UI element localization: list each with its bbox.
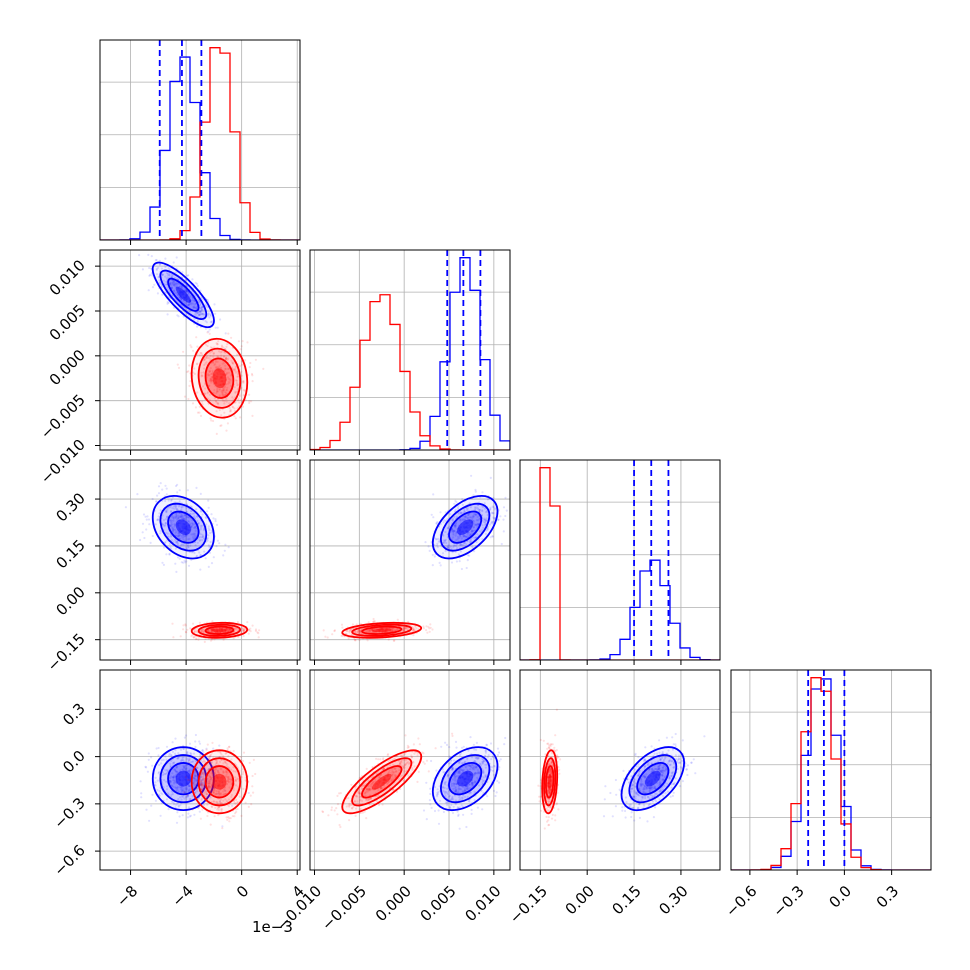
y-tick-label: 0.000 <box>46 346 89 389</box>
x-tick-label: 0.30 <box>655 882 691 918</box>
contour-1 <box>212 773 227 790</box>
y-tick-label: 0.0 <box>59 747 89 777</box>
contour-0 <box>175 519 191 536</box>
x-tick-label: 0.3 <box>873 882 903 912</box>
x-tick-label: −0.005 <box>318 882 370 934</box>
contour-0 <box>175 286 191 303</box>
panel-2-2 <box>519 459 721 665</box>
panel-1-1 <box>309 249 511 455</box>
axes-frame <box>309 669 511 871</box>
axes-frame <box>99 459 301 661</box>
y-tick-label: −0.6 <box>50 841 88 879</box>
panel-2-1 <box>309 459 511 665</box>
panel-3-2: −0.15 0.00 0.15 0.30 <box>506 669 721 927</box>
panel-0-0 <box>99 39 301 245</box>
x-tick-label: 0.00 <box>562 882 598 918</box>
panel-3-3: −0.6 −0.3 0.0 0.3 <box>722 669 932 921</box>
contour-1 <box>547 773 552 790</box>
y-tick-label: 0.010 <box>46 256 89 299</box>
contour-0 <box>457 519 474 535</box>
axes-frame <box>309 459 511 661</box>
y-tick-label: −0.3 <box>50 794 88 832</box>
x-tick-label: −0.15 <box>506 882 551 927</box>
axes-frame <box>99 39 301 241</box>
y-tick-label: 0.30 <box>52 489 88 525</box>
scatter-points-0 <box>124 482 230 574</box>
contour-0 <box>645 770 661 787</box>
histogram-1-dim-0 <box>100 47 300 240</box>
x-tick-label: 0.010 <box>462 882 505 925</box>
x-tick-label: 0.005 <box>417 882 460 925</box>
y-tick-label: −0.005 <box>37 391 89 443</box>
x-tick-label: −4 <box>168 882 196 910</box>
axes-frame <box>519 459 721 661</box>
contour-1 <box>212 628 227 633</box>
panel-3-1: −0.010−0.005 0.000 0.005 0.010 <box>273 669 511 934</box>
x-tick-label: 0.0 <box>826 882 856 912</box>
histogram-1-dim-2 <box>520 467 720 660</box>
histogram-0-dim-2 <box>520 559 720 660</box>
x-tick-label: 0.000 <box>372 882 415 925</box>
x-offset-label: 1e−3 <box>252 918 293 936</box>
contour-1 <box>371 773 392 790</box>
x-tick-label: 0.15 <box>608 882 644 918</box>
x-tick-label: −8 <box>113 882 141 910</box>
contour-0 <box>175 770 191 787</box>
y-tick-label: −0.15 <box>44 630 89 675</box>
axes-frame <box>519 669 721 871</box>
y-tick-label: 0.15 <box>52 536 88 572</box>
contour-0 <box>457 770 474 787</box>
y-tick-label: 0.3 <box>59 699 89 729</box>
contour-1 <box>371 628 392 633</box>
contour-1 <box>212 368 227 389</box>
axes-frame <box>730 669 932 871</box>
panel-3-0: −0.6−0.30.00.3−8 −4 0 4 <box>50 669 308 910</box>
axes-frame <box>309 249 511 451</box>
x-tick-label: −0.6 <box>722 882 760 920</box>
y-tick-label: 0.00 <box>52 583 88 619</box>
y-tick-label: −0.010 <box>37 436 89 488</box>
axes-frame <box>99 669 301 871</box>
histogram-1-dim-3 <box>731 677 931 870</box>
panel-2-0: −0.15 0.00 0.15 0.30 <box>44 459 301 675</box>
x-tick-label: −0.3 <box>769 882 807 920</box>
y-tick-label: 0.005 <box>46 301 89 344</box>
axes-frame <box>99 249 301 451</box>
x-tick-label: 0 <box>233 882 252 901</box>
